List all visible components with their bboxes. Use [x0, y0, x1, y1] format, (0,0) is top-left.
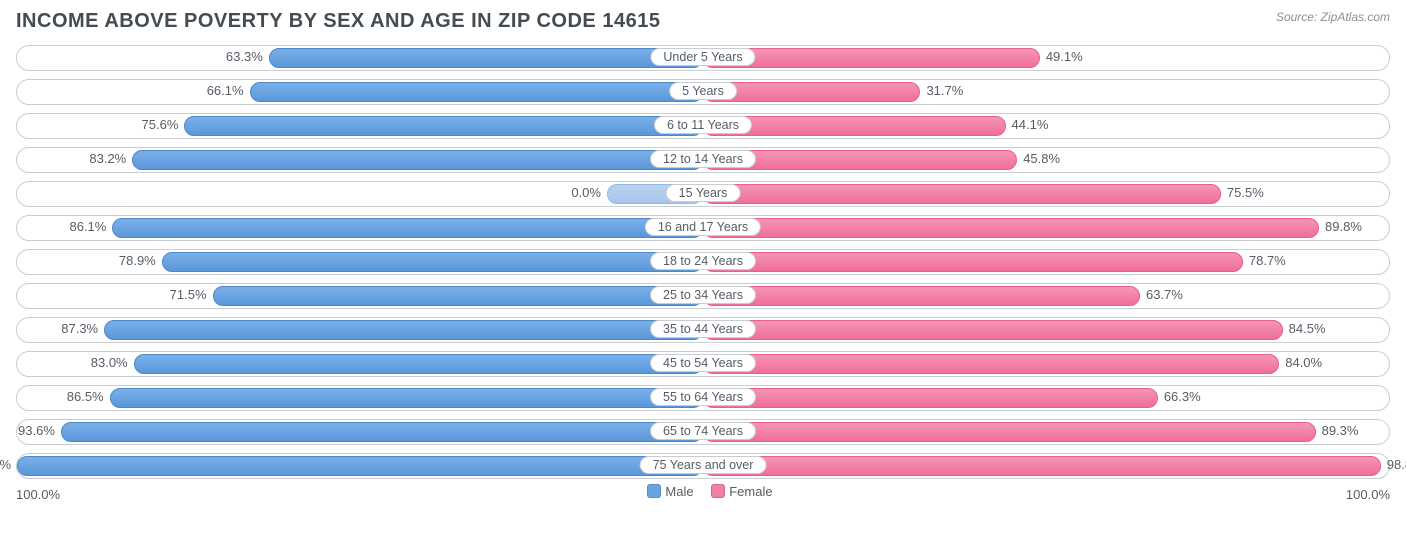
male-bar [213, 286, 703, 306]
age-label: 35 to 44 Years [650, 320, 756, 338]
female-pct-label: 75.5% [1227, 185, 1264, 200]
axis-left: 100.0% [16, 487, 60, 502]
chart-row: 87.3% 84.5% 35 to 44 Years [16, 317, 1390, 343]
chart-row: 75.6% 44.1% 6 to 11 Years [16, 113, 1390, 139]
female-pct-label: 49.1% [1046, 49, 1083, 64]
male-bar [134, 354, 703, 374]
female-bar [703, 354, 1279, 374]
male-bar [132, 150, 703, 170]
female-pct-label: 89.8% [1325, 219, 1362, 234]
female-bar [703, 218, 1319, 238]
male-pct-label: 66.1% [207, 83, 244, 98]
female-bar [703, 252, 1243, 272]
age-label: 75 Years and over [640, 456, 767, 474]
female-pct-label: 78.7% [1249, 253, 1286, 268]
male-pct-label: 71.5% [170, 287, 207, 302]
female-bar [703, 286, 1140, 306]
age-label: 45 to 54 Years [650, 354, 756, 372]
chart-row: 63.3% 49.1% Under 5 Years [16, 45, 1390, 71]
male-pct-label: 78.9% [119, 253, 156, 268]
male-pct-label: 83.0% [91, 355, 128, 370]
chart-row: 83.2% 45.8% 12 to 14 Years [16, 147, 1390, 173]
source-label: Source: ZipAtlas.com [1276, 10, 1390, 24]
chart-row: 0.0% 75.5% 15 Years [16, 181, 1390, 207]
male-pct-label: 63.3% [226, 49, 263, 64]
male-bar [61, 422, 703, 442]
female-pct-label: 44.1% [1012, 117, 1049, 132]
male-pct-label: 93.6% [18, 423, 55, 438]
age-label: 5 Years [669, 82, 737, 100]
diverging-bar-chart: 63.3% 49.1% Under 5 Years 66.1% 31.7% 5 Years… [16, 45, 1390, 479]
age-label: 16 and 17 Years [645, 218, 761, 236]
chart-row: 86.1% 89.8% 16 and 17 Years [16, 215, 1390, 241]
male-pct-label: 83.2% [89, 151, 126, 166]
male-bar [250, 82, 703, 102]
legend-female-label: Female [729, 484, 772, 499]
male-bar [184, 116, 703, 136]
chart-row: 100.0%98.8%75 Years and over [16, 453, 1390, 479]
chart-row: 66.1% 31.7% 5 Years [16, 79, 1390, 105]
male-bar [112, 218, 703, 238]
female-bar [703, 184, 1221, 204]
female-pct-label: 98.8% [1387, 457, 1406, 472]
age-label: 55 to 64 Years [650, 388, 756, 406]
female-pct-label: 63.7% [1146, 287, 1183, 302]
male-swatch [647, 484, 661, 498]
age-label: 12 to 14 Years [650, 150, 756, 168]
legend: Male Female [16, 484, 1390, 499]
axis-right: 100.0% [1346, 487, 1390, 502]
male-bar [269, 48, 703, 68]
age-label: 6 to 11 Years [654, 116, 752, 134]
female-pct-label: 84.5% [1289, 321, 1326, 336]
female-bar [703, 388, 1158, 408]
female-pct-label: 66.3% [1164, 389, 1201, 404]
male-pct-label: 86.1% [69, 219, 106, 234]
age-label: 25 to 34 Years [650, 286, 756, 304]
female-pct-label: 45.8% [1023, 151, 1060, 166]
male-pct-label: 100.0% [0, 457, 11, 472]
female-bar [703, 456, 1381, 476]
age-label: 65 to 74 Years [650, 422, 756, 440]
chart-row: 71.5% 63.7% 25 to 34 Years [16, 283, 1390, 309]
chart-row: 83.0% 84.0% 45 to 54 Years [16, 351, 1390, 377]
male-pct-label: 0.0% [571, 185, 601, 200]
female-pct-label: 31.7% [926, 83, 963, 98]
male-pct-label: 86.5% [67, 389, 104, 404]
age-label: 18 to 24 Years [650, 252, 756, 270]
male-bar [162, 252, 703, 272]
legend-male-label: Male [665, 484, 693, 499]
chart-row: 86.5% 66.3% 55 to 64 Years [16, 385, 1390, 411]
chart-row: 78.9% 78.7% 18 to 24 Years [16, 249, 1390, 275]
male-bar [17, 456, 703, 476]
male-pct-label: 75.6% [142, 117, 179, 132]
female-pct-label: 84.0% [1285, 355, 1322, 370]
female-bar [703, 422, 1316, 442]
female-bar [703, 320, 1283, 340]
chart-title: INCOME ABOVE POVERTY BY SEX AND AGE IN Z… [16, 10, 660, 33]
male-bar [104, 320, 703, 340]
chart-row: 93.6% 89.3% 65 to 74 Years [16, 419, 1390, 445]
female-pct-label: 89.3% [1322, 423, 1359, 438]
age-label: 15 Years [666, 184, 741, 202]
male-pct-label: 87.3% [61, 321, 98, 336]
female-swatch [711, 484, 725, 498]
age-label: Under 5 Years [650, 48, 755, 66]
male-bar [110, 388, 703, 408]
